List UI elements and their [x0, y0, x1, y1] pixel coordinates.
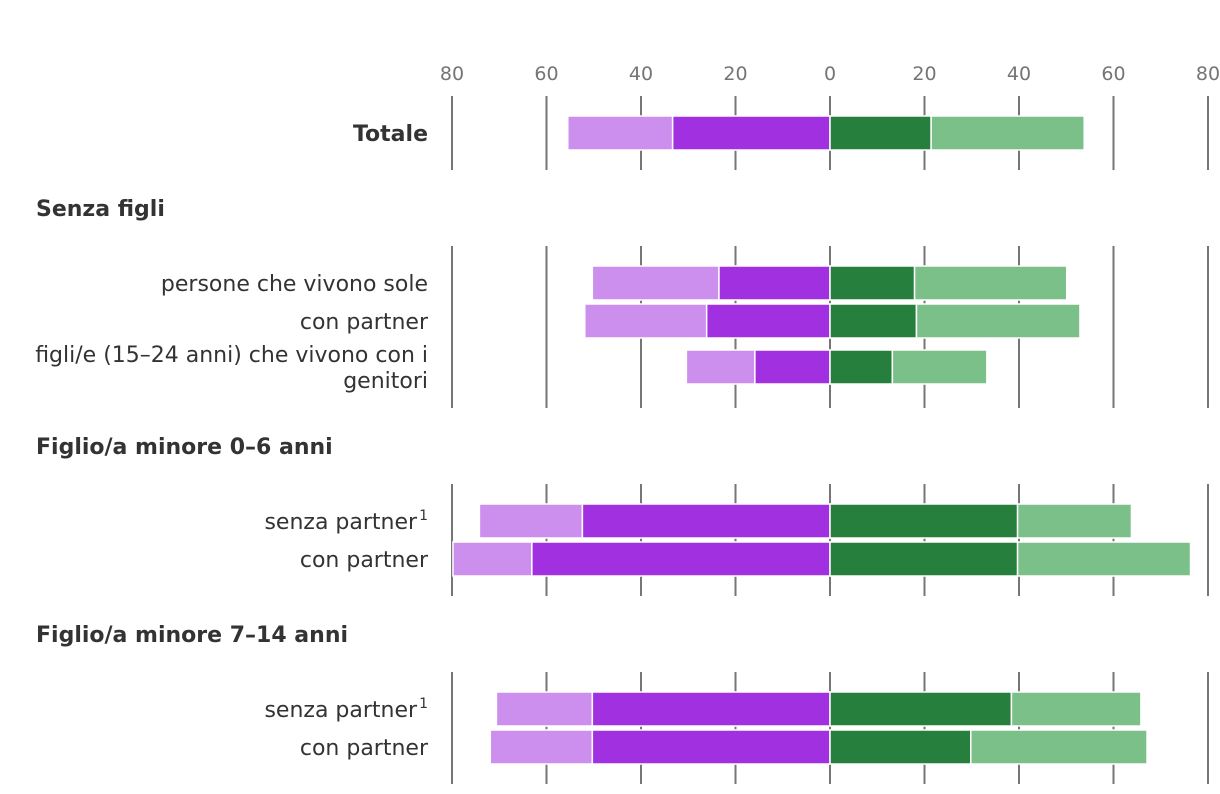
row-label-text: Totale [353, 122, 428, 147]
bar-right-outer [913, 265, 1068, 301]
bar-right-outer [930, 115, 1085, 151]
footnote-superscript: 1 [419, 508, 428, 524]
bar-left-outer [567, 115, 674, 151]
row-label-text: senza partner [264, 510, 418, 535]
x-tick-label: 40 [1007, 63, 1031, 85]
row-label: persone che vivono sole [161, 272, 428, 297]
row-label: con partner [300, 736, 429, 761]
bar-right-inner [829, 503, 1019, 539]
group-label: Senza figli [36, 197, 165, 222]
bar-left-outer [584, 303, 708, 339]
row-label-text: con partner [300, 310, 429, 335]
bar-right-inner [829, 349, 894, 385]
x-tick-label: 20 [912, 63, 936, 85]
bar-left-outer [495, 691, 594, 727]
bar-left-inner [591, 729, 831, 765]
footnote-superscript: 1 [419, 696, 428, 712]
row-label: figli/e (15–24 anni) che vivono con i [35, 343, 428, 368]
bar-left-outer [452, 541, 533, 577]
row-label-text: con partner [300, 736, 429, 761]
row-label: con partner [300, 548, 429, 573]
row-label: con partner [300, 310, 429, 335]
bar-left-inner [581, 503, 831, 539]
bar-left-outer [685, 349, 756, 385]
bar-left-outer [591, 265, 720, 301]
bar-left-inner [591, 691, 831, 727]
x-tick-label: 0 [824, 63, 836, 85]
bar-right-outer [891, 349, 988, 385]
bar-right-inner [829, 115, 932, 151]
bar-right-outer [1010, 691, 1142, 727]
row-label: senza partner 1 [264, 696, 428, 723]
x-tick-label: 20 [723, 63, 747, 85]
bar-right-outer [970, 729, 1148, 765]
bar-left-outer [478, 503, 584, 539]
bar-left-inner [531, 541, 831, 577]
row-label-line2: genitori [343, 369, 428, 394]
row-label: Totale [353, 122, 428, 147]
group-label: Figlio/a minore 7–14 anni [36, 623, 348, 648]
x-tick-label: 60 [1101, 63, 1125, 85]
bar-left-inner [705, 303, 831, 339]
row-label-text: senza partner [264, 698, 418, 723]
row-label-text: persone che vivono sole [161, 272, 428, 297]
x-tick-label: 80 [1196, 63, 1220, 85]
bar-right-outer [1016, 503, 1133, 539]
bar-left-outer [489, 729, 594, 765]
bar-left-inner [718, 265, 831, 301]
bar-left-inner [671, 115, 831, 151]
bar-right-outer [915, 303, 1081, 339]
group-label: Figlio/a minore 0–6 anni [36, 435, 333, 460]
bar-right-inner [829, 691, 1013, 727]
x-tick-label: 80 [440, 63, 464, 85]
bar-right-inner [829, 729, 972, 765]
x-tick-label: 40 [629, 63, 653, 85]
bar-right-inner [829, 303, 918, 339]
bar-right-inner [829, 541, 1019, 577]
x-tick-label: 60 [534, 63, 558, 85]
row-label: senza partner 1 [264, 508, 428, 535]
bar-right-outer [1016, 541, 1192, 577]
bar-left-inner [754, 349, 831, 385]
row-label-text: con partner [300, 548, 429, 573]
bar-right-inner [829, 265, 916, 301]
